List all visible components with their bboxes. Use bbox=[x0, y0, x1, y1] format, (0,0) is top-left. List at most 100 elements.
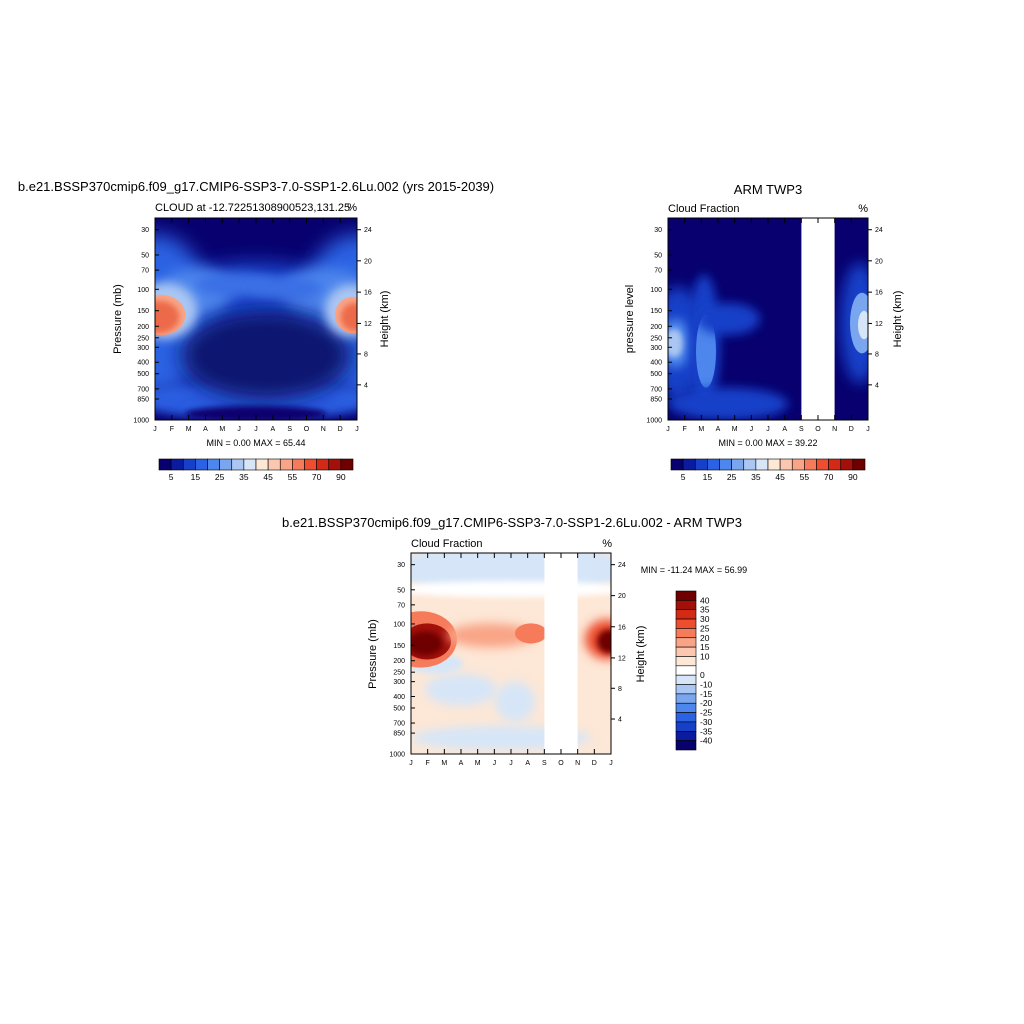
colorbar-label: 25 bbox=[727, 472, 737, 482]
y-tick-label: 200 bbox=[137, 324, 149, 331]
y-tick-label: 500 bbox=[650, 371, 662, 378]
panel-c-ylabel: Pressure (mb) bbox=[367, 619, 379, 689]
panel-b-ylabel: pressure level bbox=[624, 285, 636, 353]
colorbar-swatch bbox=[840, 458, 854, 471]
panel-a-stats: MIN = 0.00 MAX = 65.44 bbox=[206, 438, 305, 448]
x-tick-label: M bbox=[186, 426, 192, 433]
colorbar-swatch bbox=[675, 674, 697, 685]
colorbar-swatch bbox=[755, 458, 769, 471]
x-tick-label: J bbox=[750, 426, 754, 433]
colorbar-swatch bbox=[719, 458, 732, 471]
colorbar-swatch bbox=[675, 693, 697, 704]
y-right-tick-label: 16 bbox=[618, 624, 626, 631]
x-tick-label: S bbox=[542, 760, 547, 767]
x-tick-label: A bbox=[459, 760, 464, 767]
colorbar-swatch bbox=[279, 458, 293, 471]
colorbar-label: 15 bbox=[700, 642, 710, 652]
x-tick-label: J bbox=[493, 760, 497, 767]
x-tick-label: J bbox=[254, 426, 258, 433]
y-tick-label: 150 bbox=[650, 308, 662, 315]
y-tick-label: 100 bbox=[393, 621, 405, 628]
y-tick-label: 700 bbox=[393, 721, 405, 728]
colorbar-label: 45 bbox=[263, 472, 273, 482]
colorbar-swatch bbox=[828, 458, 842, 471]
missing-data-gap bbox=[801, 218, 835, 420]
x-tick-label: J bbox=[237, 426, 241, 433]
x-tick-label: O bbox=[558, 760, 564, 767]
panel-a-subtitle-left: CLOUD at -12.72251308900523,131.25 bbox=[155, 202, 350, 214]
x-tick-label: D bbox=[338, 426, 343, 433]
missing-data-gap bbox=[544, 553, 578, 754]
x-tick-label: M bbox=[732, 426, 738, 433]
y-tick-label: 850 bbox=[137, 396, 149, 403]
x-tick-label: J bbox=[666, 426, 670, 433]
colorbar-label: -25 bbox=[700, 708, 713, 718]
colorbar-swatch bbox=[304, 458, 317, 471]
colorbar-swatch bbox=[207, 458, 220, 471]
panel-c-subtitle-right: % bbox=[602, 538, 612, 550]
colorbar-swatch bbox=[292, 458, 305, 471]
colorbar-label: 55 bbox=[800, 472, 810, 482]
y-tick-label: 50 bbox=[397, 587, 405, 594]
y-tick-label: 500 bbox=[137, 371, 149, 378]
x-tick-label: J bbox=[766, 426, 770, 433]
colorbar-label: 5 bbox=[169, 472, 174, 482]
panel-a-ylabel: Pressure (mb) bbox=[112, 284, 124, 354]
colorbar-swatch bbox=[231, 458, 245, 471]
colorbar-label: -15 bbox=[700, 689, 713, 699]
panel-c-subtitle-left: Cloud Fraction bbox=[411, 538, 483, 550]
y-tick-label: 50 bbox=[141, 252, 149, 259]
y-tick-label: 50 bbox=[654, 252, 662, 259]
colorbar-label: 55 bbox=[288, 472, 298, 482]
panel-c-ylabel-right: Height (km) bbox=[635, 626, 647, 683]
panel-b-stats: MIN = 0.00 MAX = 39.22 bbox=[718, 438, 817, 448]
colorbar-label: -20 bbox=[700, 698, 713, 708]
colorbar-swatch bbox=[675, 646, 697, 657]
colorbar-label: -30 bbox=[700, 717, 713, 727]
y-tick-label: 400 bbox=[393, 694, 405, 701]
y-right-tick-label: 20 bbox=[364, 258, 372, 265]
colorbar-swatch bbox=[675, 637, 697, 648]
colorbar-swatch bbox=[682, 458, 696, 471]
panel-a-colorbar: 5 15 25 35 45 55 70 90 bbox=[158, 458, 354, 482]
y-right-tick-label: 4 bbox=[875, 382, 879, 389]
colorbar-swatch bbox=[328, 458, 342, 471]
panel-a-plot-area: J F M A M J J A S O N D J 30 50 70 100 150 200 250 300 400 500… bbox=[133, 217, 372, 433]
y-tick-label: 400 bbox=[137, 360, 149, 367]
colorbar-label: 30 bbox=[700, 614, 710, 624]
x-tick-label: J bbox=[355, 426, 359, 433]
panel-c-title: b.e21.BSSP370cmip6.f09_g17.CMIP6-SSP3-7.… bbox=[282, 515, 742, 530]
colorbar-swatch bbox=[694, 458, 708, 471]
y-tick-label: 300 bbox=[393, 679, 405, 686]
y-tick-label: 850 bbox=[393, 731, 405, 738]
colorbar-swatch bbox=[158, 458, 172, 471]
y-right-tick-label: 20 bbox=[875, 258, 883, 265]
colorbar-label: -10 bbox=[700, 680, 713, 690]
panel-b-subtitle-right: % bbox=[858, 203, 868, 215]
y-tick-label: 100 bbox=[650, 287, 662, 294]
x-tick-label: O bbox=[815, 426, 821, 433]
colorbar-swatch bbox=[675, 628, 697, 639]
panel-c: b.e21.BSSP370cmip6.f09_g17.CMIP6-SSP3-7.… bbox=[282, 515, 747, 767]
colorbar-swatch bbox=[816, 458, 829, 471]
colorbar-swatch bbox=[182, 458, 196, 471]
y-tick-label: 150 bbox=[137, 308, 149, 315]
colorbar-swatch bbox=[743, 458, 757, 471]
colorbar-label: 25 bbox=[700, 623, 710, 633]
y-tick-label: 70 bbox=[654, 268, 662, 275]
x-tick-label: M bbox=[219, 426, 225, 433]
colorbar-label: 25 bbox=[215, 472, 225, 482]
colorbar-swatch bbox=[779, 458, 793, 471]
x-tick-label: M bbox=[441, 760, 447, 767]
colorbar-label: 70 bbox=[824, 472, 834, 482]
x-tick-label: A bbox=[203, 426, 208, 433]
y-tick-label: 30 bbox=[397, 562, 405, 569]
colorbar-swatch bbox=[675, 590, 697, 601]
x-tick-label: F bbox=[683, 426, 687, 433]
colorbar-swatch bbox=[675, 730, 697, 741]
panel-a-ylabel-right: Height (km) bbox=[379, 291, 391, 348]
y-tick-label: 1000 bbox=[389, 752, 405, 759]
colorbar-swatch bbox=[675, 721, 697, 732]
